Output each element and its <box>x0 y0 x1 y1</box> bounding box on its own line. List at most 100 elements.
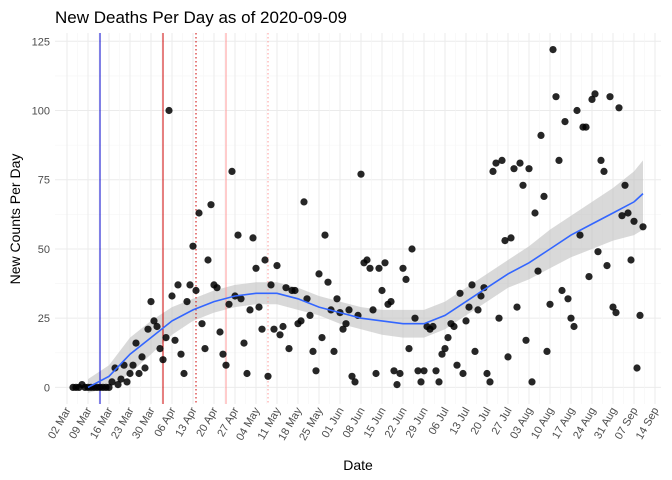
data-point <box>372 369 380 378</box>
data-point <box>618 212 626 220</box>
data-point <box>117 375 125 383</box>
data-point <box>471 347 479 355</box>
smooth-trend-line <box>87 193 644 389</box>
data-point <box>291 286 299 295</box>
data-point <box>141 364 149 372</box>
data-point <box>234 231 242 239</box>
data-point <box>441 345 449 353</box>
data-point <box>168 292 176 300</box>
data-point <box>405 345 413 353</box>
data-point <box>525 165 533 173</box>
data-point <box>468 281 476 289</box>
data-point <box>186 281 194 289</box>
grid <box>55 33 661 404</box>
data-point <box>339 325 347 333</box>
data-point <box>249 234 257 242</box>
data-point <box>522 336 530 344</box>
smooth-trend-layer <box>87 193 644 389</box>
data-point <box>492 159 500 167</box>
data-point <box>627 256 635 264</box>
x-axis-title: Date <box>343 457 373 473</box>
data-point <box>174 281 182 289</box>
data-point <box>630 217 638 225</box>
data-point <box>576 231 584 239</box>
data-point <box>573 106 581 115</box>
data-point <box>414 367 422 375</box>
data-point <box>399 264 407 272</box>
data-point <box>456 289 464 297</box>
data-point <box>222 361 230 369</box>
data-point <box>552 93 560 101</box>
data-point <box>633 364 641 372</box>
data-point <box>228 167 236 175</box>
data-point <box>402 275 410 283</box>
data-point <box>105 383 113 391</box>
y-tick-label: 0 <box>44 382 50 394</box>
data-point <box>177 350 185 358</box>
data-point <box>528 378 536 386</box>
data-point <box>270 325 278 333</box>
data-point <box>591 90 599 98</box>
data-point <box>375 264 383 272</box>
data-point <box>306 311 314 319</box>
data-point <box>495 314 503 322</box>
y-tick-label: 75 <box>38 175 50 187</box>
data-point <box>393 381 401 389</box>
data-point <box>252 264 260 272</box>
data-point <box>597 156 605 164</box>
data-point <box>408 245 416 253</box>
data-point <box>498 156 506 164</box>
data-point <box>603 262 611 270</box>
data-point <box>171 336 179 344</box>
data-point <box>504 353 512 361</box>
y-tick-label: 25 <box>38 313 50 325</box>
data-point <box>480 284 488 292</box>
data-point <box>531 209 539 217</box>
data-point <box>588 95 596 103</box>
data-point <box>183 298 191 306</box>
data-point <box>315 270 323 278</box>
data-point <box>429 322 437 331</box>
data-point <box>636 311 644 319</box>
data-point <box>129 361 137 369</box>
data-point <box>438 350 446 358</box>
data-point <box>519 181 527 189</box>
data-point <box>366 264 374 272</box>
data-point <box>417 378 425 386</box>
data-point <box>144 325 152 333</box>
data-point <box>258 325 266 333</box>
data-point <box>501 237 509 245</box>
data-point <box>132 339 140 347</box>
data-points <box>69 46 647 391</box>
data-point <box>639 223 647 231</box>
data-point <box>135 369 143 378</box>
data-point <box>261 256 269 264</box>
data-point <box>351 378 359 386</box>
data-point <box>300 198 308 206</box>
data-point <box>483 369 491 378</box>
data-point <box>585 273 593 281</box>
data-point <box>615 104 623 112</box>
data-point <box>507 234 515 242</box>
data-point <box>363 256 371 264</box>
data-point <box>543 347 551 355</box>
data-point <box>246 306 254 314</box>
data-point <box>267 281 275 289</box>
data-point <box>189 242 197 250</box>
data-point <box>510 165 518 173</box>
confidence-band-layer <box>88 160 643 393</box>
data-point <box>123 378 131 386</box>
data-point <box>411 314 419 322</box>
data-point <box>297 317 305 325</box>
data-point <box>153 322 161 331</box>
data-point <box>420 367 428 375</box>
data-point <box>180 369 188 378</box>
data-point <box>396 369 404 378</box>
data-point <box>162 334 170 342</box>
data-point <box>345 306 353 314</box>
data-point <box>303 295 311 303</box>
confidence-band <box>88 160 643 393</box>
y-axis-title: New Counts Per Day <box>7 154 23 285</box>
data-point <box>285 345 293 353</box>
